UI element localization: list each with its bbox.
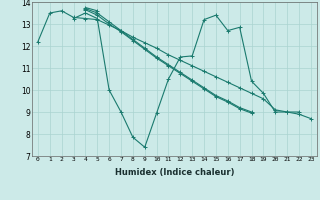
X-axis label: Humidex (Indice chaleur): Humidex (Indice chaleur) — [115, 168, 234, 177]
